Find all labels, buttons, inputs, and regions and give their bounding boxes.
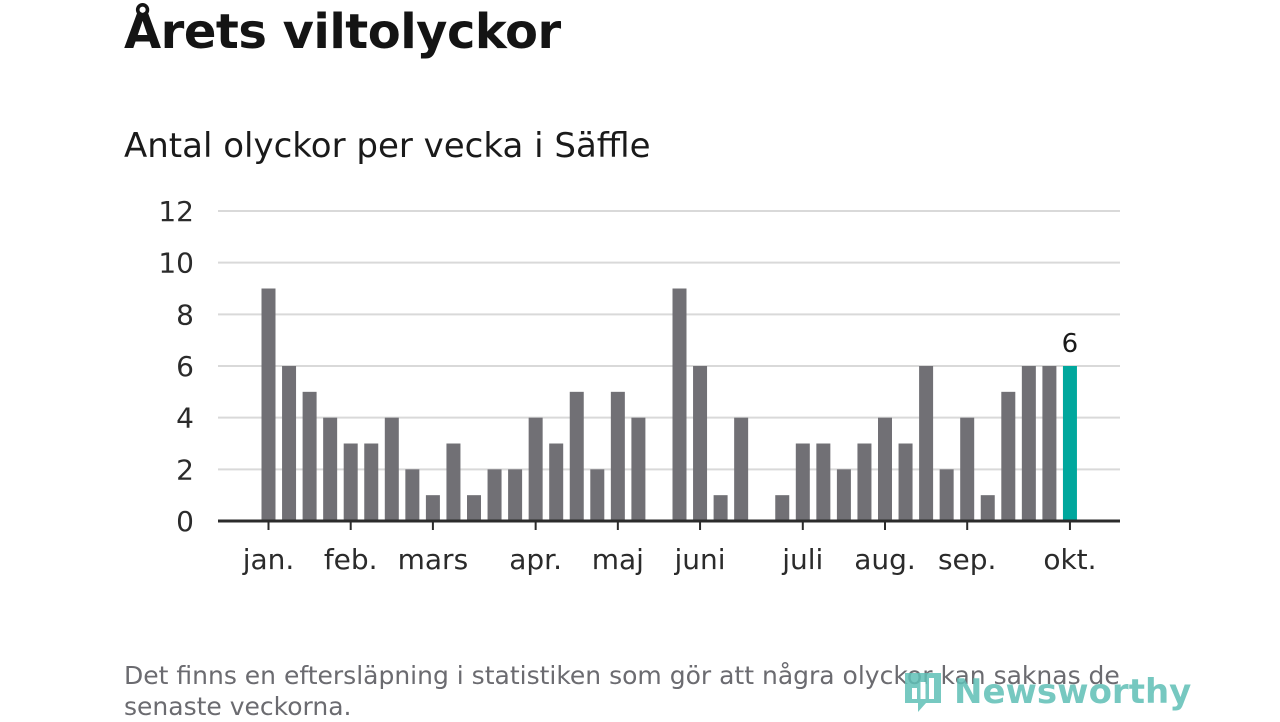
newsworthy-logo-icon	[905, 673, 941, 712]
bar	[1001, 391, 1016, 521]
x-tick-label: sep.	[938, 543, 997, 576]
data-labels: 6	[1062, 329, 1079, 359]
x-tick-label: aug.	[854, 543, 916, 576]
bar	[1021, 366, 1036, 521]
bar	[734, 417, 749, 521]
bar	[980, 495, 995, 521]
bar	[569, 391, 584, 521]
bar	[857, 443, 872, 521]
bar	[919, 366, 934, 521]
bar	[323, 417, 338, 521]
newsworthy-logo-text: Newsworthy	[954, 672, 1192, 712]
y-tick-label: 12	[158, 195, 194, 228]
bar	[1042, 366, 1057, 521]
bar	[795, 443, 810, 521]
bar	[672, 288, 687, 521]
bar	[384, 417, 399, 521]
bar	[528, 417, 543, 521]
bar	[898, 443, 913, 521]
bar	[425, 495, 440, 521]
newsworthy-logo: Newsworthy	[902, 670, 1191, 714]
x-tick-label: mars	[398, 543, 469, 576]
bar	[508, 469, 523, 521]
x-tick-label: jan.	[242, 543, 295, 576]
bars	[261, 288, 1077, 521]
bar	[405, 469, 420, 521]
bar	[446, 443, 461, 521]
y-tick-label: 0	[176, 505, 194, 538]
footnote: Det finns en eftersläpning i statistiken…	[124, 661, 1120, 721]
y-tick-label: 8	[176, 298, 194, 331]
x-tick-label: feb.	[324, 543, 378, 576]
bar	[960, 417, 975, 521]
bar	[261, 288, 276, 521]
bar	[631, 417, 646, 521]
bar-highlight	[1062, 366, 1077, 521]
x-tick-label: juni	[674, 543, 726, 576]
chart-subtitle: Antal olyckor per vecka i Säffle	[124, 126, 651, 166]
chart-title: Årets viltolyckor	[124, 4, 561, 60]
bar	[878, 417, 892, 521]
x-tick-label: okt.	[1043, 543, 1096, 576]
x-axis	[218, 519, 1120, 530]
highlight-data-label: 6	[1062, 329, 1079, 359]
bar	[343, 443, 358, 521]
bar	[302, 391, 317, 521]
x-axis-tick-labels: jan. feb. mars apr. maj juni juli aug. sep. okt.	[242, 543, 1097, 576]
bar	[693, 366, 708, 521]
x-tick-label: maj	[592, 543, 644, 576]
bar	[549, 443, 564, 521]
bar	[836, 469, 851, 521]
y-tick-label: 6	[176, 350, 194, 383]
y-tick-label: 4	[176, 402, 194, 435]
bar	[282, 366, 297, 521]
bar	[610, 391, 625, 521]
bar	[775, 495, 790, 521]
bar	[364, 443, 379, 521]
bar	[590, 469, 605, 521]
y-axis-tick-labels: 0 2 4 6 8 10 12	[158, 195, 194, 538]
x-tick-label: apr.	[509, 543, 562, 576]
y-tick-label: 10	[158, 247, 194, 280]
x-tick-label: juli	[781, 543, 823, 576]
y-tick-label: 2	[176, 453, 194, 486]
bar	[713, 495, 728, 521]
bar	[939, 469, 954, 521]
gridlines	[218, 210, 1120, 471]
bar	[467, 495, 481, 521]
bar	[487, 469, 502, 521]
bar	[816, 443, 831, 521]
